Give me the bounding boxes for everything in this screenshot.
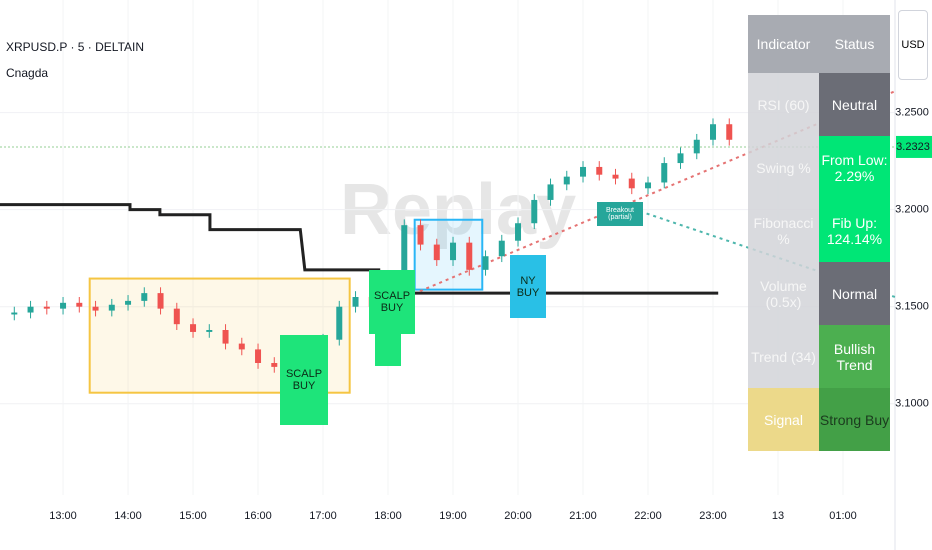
x-tick-label: 13:00 xyxy=(49,510,77,522)
candle-body xyxy=(255,349,262,363)
y-tick-label: 3.1000 xyxy=(895,398,929,410)
signal-text: SCALP BUY xyxy=(285,368,323,392)
signal-label: NY BUY xyxy=(510,255,546,318)
x-tick-label: 15:00 xyxy=(179,510,207,522)
candle-body xyxy=(141,293,148,301)
candle-body xyxy=(108,304,115,311)
signal-label: Breakout (partial) xyxy=(597,202,643,226)
candle-body xyxy=(401,225,408,288)
table-header: Status xyxy=(819,15,890,73)
last-price-box xyxy=(896,135,932,158)
candle-body xyxy=(612,174,619,179)
last-price-label: 3.2323 xyxy=(896,141,930,153)
x-tick-label: 21:00 xyxy=(569,510,597,522)
candle-body xyxy=(596,166,603,175)
candle-body xyxy=(173,308,180,325)
status-cell: Fib Up: 124.14% xyxy=(819,199,890,262)
candle-body xyxy=(60,302,67,309)
candle-body xyxy=(498,240,505,257)
symbol[interactable]: XRPUSD.P · 5 · DELTAIN xyxy=(6,40,145,54)
x-tick-label: 22:00 xyxy=(634,510,662,522)
candle-body xyxy=(563,176,570,185)
signal-text: SCALP BUY xyxy=(373,290,411,314)
signal-text: NY BUY xyxy=(516,274,540,299)
candle-body xyxy=(336,306,343,340)
signal-text: Breakout (partial) xyxy=(605,207,635,221)
candle-body xyxy=(11,312,18,315)
candle-body xyxy=(206,330,213,332)
x-tick-label: 17:00 xyxy=(309,510,337,522)
x-tick-label: 23:00 xyxy=(699,510,727,522)
x-tick-label: 16:00 xyxy=(244,510,272,522)
indicator-cell: Fibonacci % xyxy=(748,199,819,262)
signal-label: SCALP BUY xyxy=(369,270,415,334)
candle-body xyxy=(710,124,717,140)
x-tick-label: 01:00 xyxy=(829,510,857,522)
candle-body xyxy=(677,153,684,164)
x-tick-label: 18:00 xyxy=(374,510,402,522)
candle-body xyxy=(271,363,278,367)
x-tick-label: 14:00 xyxy=(114,510,142,522)
x-tick-label: 19:00 xyxy=(439,510,467,522)
indicator-cell: Swing % xyxy=(748,136,819,199)
x-tick-label: 20:00 xyxy=(504,510,532,522)
status-cell: Bullish Trend xyxy=(819,325,890,388)
candle-body xyxy=(693,139,700,154)
candle-body xyxy=(92,306,99,311)
candle-body xyxy=(482,256,489,270)
currency: USD xyxy=(901,39,925,51)
indicator-cell: Volume (0.5x) xyxy=(748,262,819,325)
candle-body xyxy=(531,199,538,224)
candle-body xyxy=(43,306,50,309)
candle-body xyxy=(190,324,197,332)
signal-box xyxy=(375,334,401,366)
status-table: Indicator Status RSI (60) Neutral Swing % F… xyxy=(748,15,890,451)
candle-body xyxy=(125,300,132,305)
y-tick-label: 3.2500 xyxy=(895,106,929,118)
x-tick-label: 13 xyxy=(772,510,784,522)
candle-body xyxy=(157,293,164,309)
currency-button[interactable]: USD xyxy=(898,10,928,80)
candle-body xyxy=(27,306,34,313)
signal-label: SCALP BUY xyxy=(280,335,328,425)
candle-body xyxy=(238,343,245,350)
candle-body xyxy=(450,242,457,261)
candle-body xyxy=(547,184,554,200)
candle-body xyxy=(433,244,440,261)
candle-body xyxy=(515,223,522,241)
table-header: Indicator xyxy=(748,15,819,73)
candle-body xyxy=(580,166,587,177)
candle-body xyxy=(76,302,83,307)
indicator-cell: Trend (34) xyxy=(748,325,819,388)
indicator-name[interactable]: Cnagda xyxy=(6,66,49,80)
y-tick-label: 3.2000 xyxy=(895,204,929,216)
status-cell: Neutral xyxy=(819,73,890,136)
candle-body xyxy=(628,178,635,189)
y-tick-label: 3.1500 xyxy=(895,301,929,313)
status-cell: Normal xyxy=(819,262,890,325)
status-cell: Strong Buy xyxy=(819,388,890,451)
indicator-cell: RSI (60) xyxy=(748,73,819,136)
candle-body xyxy=(726,124,733,140)
status-cell: From Low: 2.29% xyxy=(819,136,890,199)
candle-body xyxy=(661,163,668,183)
overlay-line xyxy=(0,203,719,295)
candle-body xyxy=(222,330,229,344)
candle-body xyxy=(466,242,473,270)
candle-body xyxy=(352,297,359,307)
indicator-cell: Signal xyxy=(748,388,819,451)
candle-body xyxy=(417,225,424,245)
candle-body xyxy=(645,182,652,189)
